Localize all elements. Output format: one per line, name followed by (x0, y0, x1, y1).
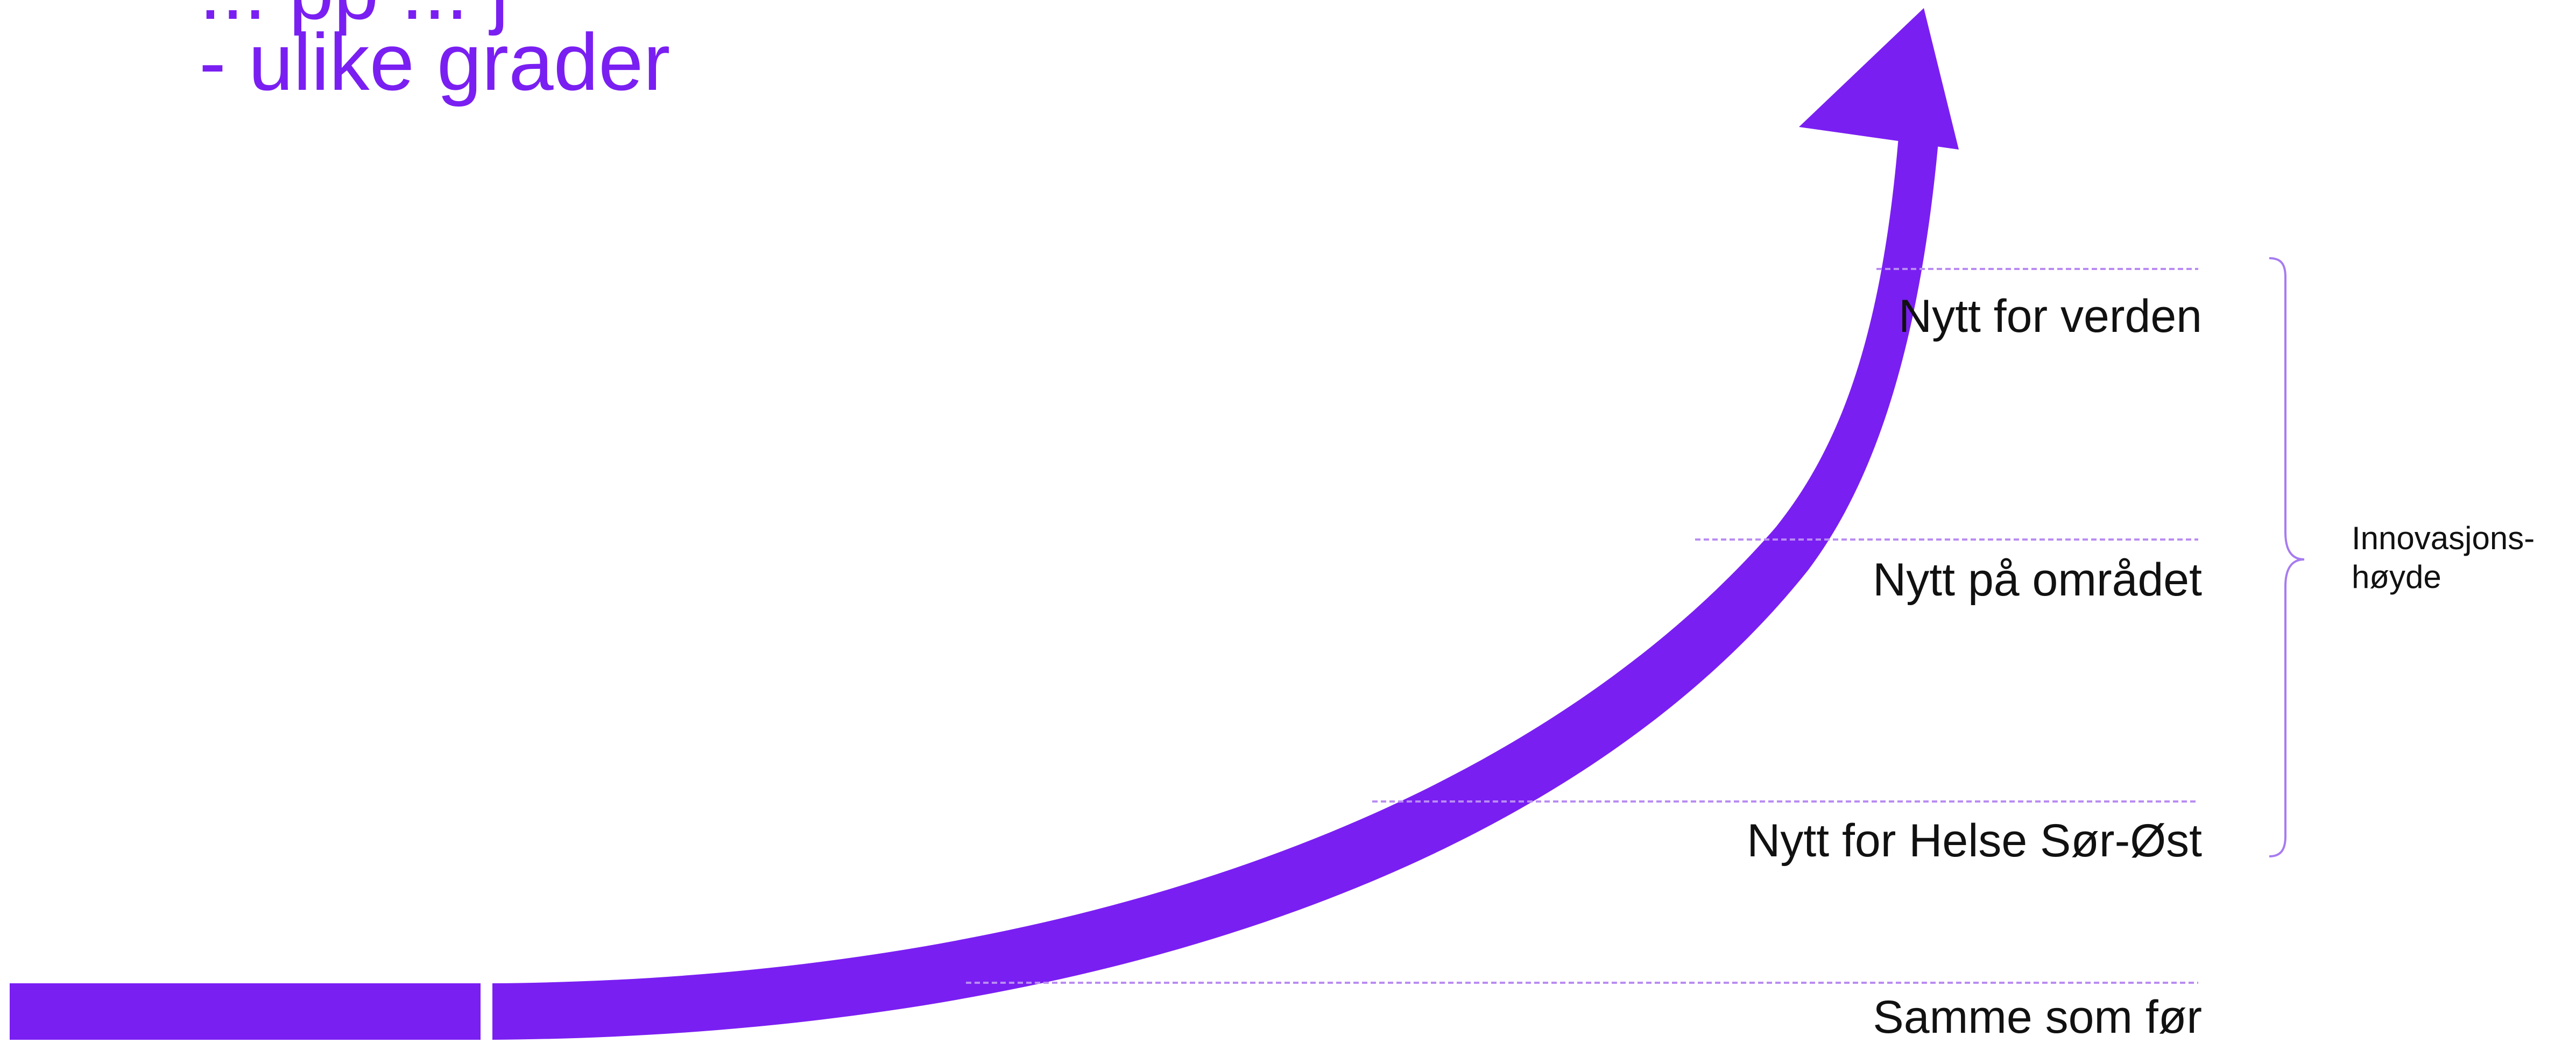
level-label-field: Nytt på området (1873, 554, 2202, 606)
level-label-region: Nytt for Helse Sør-Øst (1747, 815, 2202, 867)
baseline-bar (10, 983, 481, 1040)
innovation-height-label: Innovasjons- høyde (2352, 519, 2535, 597)
innovation-height-label-line-1: Innovasjons- (2352, 520, 2535, 556)
title-line-2: - ulike grader (199, 17, 671, 107)
innovation-arrow-shaft (492, 124, 1940, 1040)
title-line-1: ... pp ... j (199, 0, 509, 31)
innovation-height-brace (2269, 257, 2305, 857)
level-label-world: Nytt for verden (1899, 290, 2202, 342)
level-label-same: Samme som før (1873, 991, 2202, 1043)
innovation-arrow-head (1799, 8, 1959, 150)
innovation-height-label-line-2: høyde (2352, 559, 2441, 595)
